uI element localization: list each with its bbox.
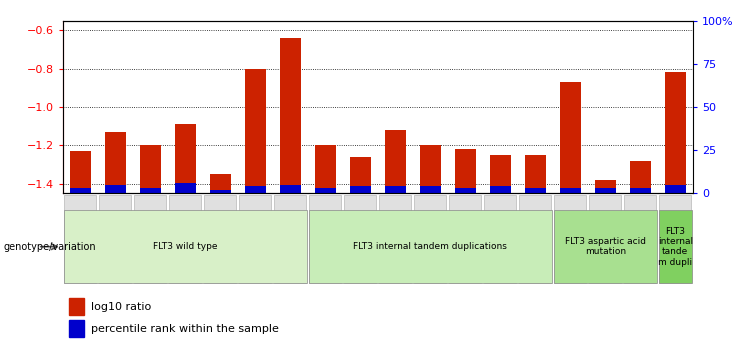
Bar	[525, 188, 546, 193]
FancyBboxPatch shape	[64, 210, 308, 283]
Text: GSM48510: GSM48510	[146, 216, 155, 262]
FancyBboxPatch shape	[308, 195, 341, 283]
Bar	[665, 185, 686, 193]
Text: GSM48584: GSM48584	[216, 216, 225, 262]
Text: GSM48253: GSM48253	[566, 216, 575, 262]
Text: FLT3 wild type: FLT3 wild type	[153, 242, 218, 251]
Bar	[350, 157, 371, 193]
FancyBboxPatch shape	[344, 195, 376, 283]
Bar	[70, 320, 84, 337]
Bar	[315, 188, 336, 193]
Bar	[245, 69, 266, 193]
FancyBboxPatch shape	[588, 195, 621, 283]
Bar	[490, 186, 511, 193]
Bar	[595, 188, 616, 193]
Text: GSM48546: GSM48546	[181, 216, 190, 262]
Text: FLT3 aspartic acid
mutation: FLT3 aspartic acid mutation	[565, 237, 646, 256]
Bar	[455, 188, 476, 193]
Bar	[560, 82, 581, 193]
Bar	[385, 186, 406, 193]
Bar	[175, 183, 196, 193]
Bar	[560, 188, 581, 193]
Bar	[105, 185, 126, 193]
FancyBboxPatch shape	[273, 195, 306, 283]
Text: GSM48255: GSM48255	[321, 216, 330, 262]
FancyBboxPatch shape	[204, 195, 236, 283]
FancyBboxPatch shape	[623, 195, 656, 283]
Text: FLT3
internal
tande
m dupli: FLT3 internal tande m dupli	[658, 227, 693, 267]
Bar	[630, 188, 651, 193]
Text: GSM48541: GSM48541	[636, 216, 645, 262]
FancyBboxPatch shape	[64, 195, 96, 283]
FancyBboxPatch shape	[448, 195, 481, 283]
Bar	[665, 72, 686, 193]
Bar	[70, 151, 91, 193]
Bar	[525, 155, 546, 193]
Bar	[140, 145, 161, 193]
Bar	[105, 132, 126, 193]
Bar	[490, 155, 511, 193]
Text: GSM48503: GSM48503	[391, 216, 400, 262]
FancyBboxPatch shape	[484, 195, 516, 283]
Bar	[630, 161, 651, 193]
Bar	[245, 186, 266, 193]
FancyBboxPatch shape	[413, 195, 446, 283]
FancyBboxPatch shape	[169, 195, 201, 283]
FancyBboxPatch shape	[659, 195, 691, 283]
Text: GSM48350: GSM48350	[601, 216, 610, 262]
Text: GSM48252: GSM48252	[671, 216, 679, 262]
Bar	[455, 149, 476, 193]
FancyBboxPatch shape	[308, 210, 552, 283]
Text: FLT3 internal tandem duplications: FLT3 internal tandem duplications	[353, 242, 508, 251]
FancyBboxPatch shape	[519, 195, 551, 283]
FancyBboxPatch shape	[554, 195, 585, 283]
Bar	[420, 145, 441, 193]
Bar	[70, 188, 91, 193]
FancyBboxPatch shape	[99, 195, 131, 283]
Bar	[350, 186, 371, 193]
Bar	[385, 130, 406, 193]
Text: GSM48539: GSM48539	[426, 216, 435, 262]
Bar	[210, 174, 231, 193]
Bar	[140, 188, 161, 193]
Bar	[420, 186, 441, 193]
Bar	[595, 180, 616, 193]
Bar	[175, 124, 196, 193]
Text: log10 ratio: log10 ratio	[90, 302, 151, 312]
Text: percentile rank within the sample: percentile rank within the sample	[90, 324, 279, 334]
FancyBboxPatch shape	[659, 210, 692, 283]
FancyBboxPatch shape	[133, 195, 166, 283]
Text: GSM48254: GSM48254	[76, 216, 85, 262]
Bar	[315, 145, 336, 193]
Text: GSM48588: GSM48588	[531, 216, 540, 262]
Bar	[70, 298, 84, 315]
Text: GSM48543: GSM48543	[461, 216, 470, 262]
Text: GSM48586: GSM48586	[286, 216, 295, 262]
Text: GSM48507: GSM48507	[111, 216, 120, 262]
Bar	[210, 190, 231, 193]
Text: genotype/variation: genotype/variation	[4, 242, 96, 252]
FancyBboxPatch shape	[379, 195, 411, 283]
FancyBboxPatch shape	[554, 210, 657, 283]
Text: GSM48501: GSM48501	[356, 216, 365, 262]
Bar	[280, 185, 301, 193]
Text: GSM48585: GSM48585	[251, 216, 260, 262]
Bar	[280, 38, 301, 193]
Text: GSM48587: GSM48587	[496, 216, 505, 262]
FancyBboxPatch shape	[239, 195, 270, 283]
